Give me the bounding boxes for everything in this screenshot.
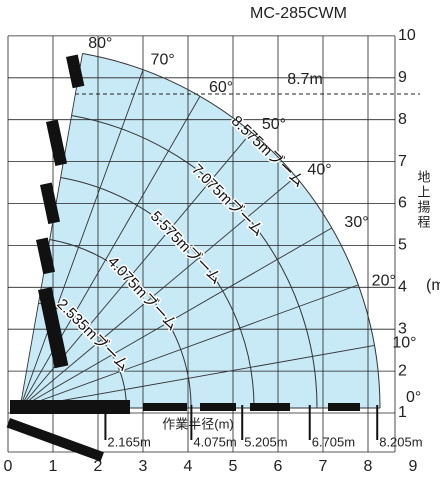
y-tick-label: 1 (398, 404, 407, 421)
y-tick-label: 7 (398, 153, 407, 170)
radius-value: 5.205m (244, 434, 287, 449)
y-label-char: 地 (417, 169, 430, 184)
crane-boom (250, 403, 290, 411)
angle-label: 20° (372, 273, 396, 290)
y-unit: (m) (426, 277, 440, 294)
angle-label: 50° (262, 116, 286, 133)
x-tick-label: 3 (139, 458, 148, 475)
boom-arc (49, 239, 192, 409)
radius-value: 2.165m (107, 434, 150, 449)
crane-boom (143, 403, 187, 411)
crane-silhouettes (6, 54, 360, 462)
angle-line (19, 227, 332, 409)
crane-boom (6, 418, 104, 462)
x-tick-label: 5 (229, 458, 238, 475)
max-height: 8.7m (287, 71, 323, 88)
angle-label: 30° (344, 214, 368, 231)
x-tick-label: 6 (274, 458, 283, 475)
y-label-char: 上 (417, 184, 430, 199)
angle-line (19, 96, 201, 409)
angle-label: 60° (209, 79, 233, 96)
x-tick-label: 1 (49, 458, 58, 475)
angle-line (19, 176, 297, 409)
y-label-char: 揚 (417, 199, 430, 214)
boom-arc (38, 302, 127, 409)
radius-value: 4.075m (193, 434, 236, 449)
angle-label: 70° (151, 52, 175, 69)
crane-boom (35, 237, 56, 275)
y-tick-label: 10 (398, 27, 416, 44)
radius-label: 作業半径(m) (162, 416, 234, 431)
crane-boom (38, 287, 69, 369)
crane-boom (46, 119, 68, 167)
boom-arc (60, 177, 255, 409)
boom-arc (71, 114, 318, 409)
crane-boom (66, 54, 85, 89)
crane-boom (200, 403, 236, 411)
y-tick-label: 3 (398, 320, 407, 337)
working-range (20, 53, 380, 408)
crane-boom (40, 182, 61, 225)
x-tick-label: 9 (409, 458, 418, 475)
title: MC-285CWM (250, 5, 347, 22)
angle-label: 80° (88, 35, 112, 52)
angle-line (19, 53, 83, 409)
y-tick-label: 5 (398, 237, 407, 254)
y-tick-label: 9 (398, 69, 407, 86)
x-tick-label: 8 (364, 458, 373, 475)
y-tick-label: 8 (398, 111, 407, 128)
angle-label: 10° (392, 334, 416, 351)
angle-line (19, 69, 144, 409)
angle-label: 0° (406, 389, 421, 406)
radius-value: 6.705m (312, 434, 355, 449)
y-label-char: 程 (417, 214, 430, 229)
y-tick-label: 6 (398, 195, 407, 212)
y-tick-label: 2 (398, 362, 407, 379)
angle-line (19, 284, 359, 409)
radius-value: 8.205m (379, 434, 422, 449)
x-tick-label: 0 (4, 458, 13, 475)
x-tick-label: 7 (319, 458, 328, 475)
x-tick-label: 4 (184, 458, 193, 475)
x-tick-label: 2 (94, 458, 103, 475)
y-tick-label: 4 (398, 279, 407, 296)
crane-boom (328, 403, 360, 411)
angle-label: 40° (307, 161, 331, 178)
crane-base (10, 400, 130, 414)
angle-line (19, 345, 375, 409)
boom-arc (82, 52, 381, 409)
